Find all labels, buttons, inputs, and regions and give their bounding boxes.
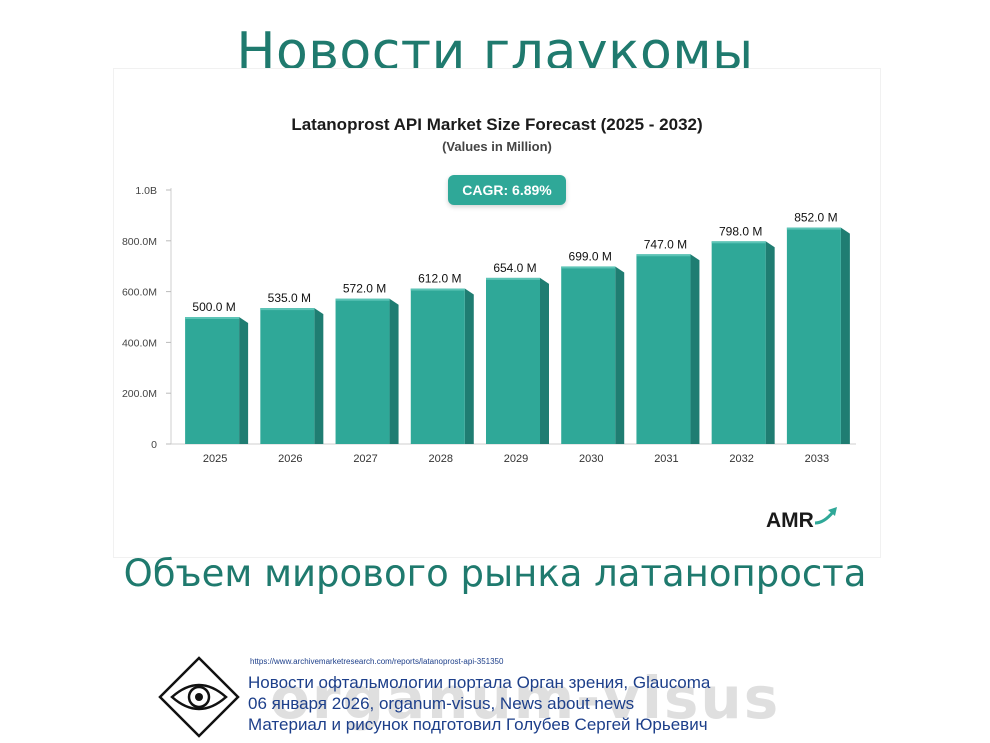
chart-subtitle: (Values in Million): [442, 139, 552, 154]
bar-value-label: 500.0 M: [192, 300, 235, 314]
bar-value-label: 747.0 M: [644, 237, 687, 251]
x-tick-label: 2026: [278, 453, 302, 465]
bar-side: [540, 277, 549, 444]
x-tick-label: 2025: [203, 453, 227, 465]
y-tick-label: 0: [151, 439, 157, 451]
x-tick-label: 2031: [654, 453, 678, 465]
bar: [410, 288, 465, 444]
bar-side: [765, 241, 775, 444]
bar-side: [615, 266, 625, 444]
bar-highlight: [786, 227, 841, 230]
bar-side: [690, 254, 700, 444]
bar-value-label: 535.0 M: [268, 291, 311, 305]
bar-chart: 0 200.0M 400.0M 600.0M 800.0M 1.0B 500.0 M 2025…: [122, 185, 856, 465]
amr-arrow-icon: [814, 507, 837, 525]
bar: [711, 241, 766, 444]
footer-line-1: Новости офтальмологии портала Орган зрен…: [248, 673, 711, 692]
bar-value-label: 699.0 M: [569, 249, 612, 263]
x-tick-label: 2032: [729, 453, 753, 465]
amr-logo: AMR: [766, 509, 814, 532]
bar: [260, 308, 315, 444]
bar-side: [840, 227, 850, 444]
x-tick-label: 2028: [429, 453, 453, 465]
bar-value-label: 612.0 M: [418, 272, 461, 286]
x-tick-label: 2030: [579, 453, 603, 465]
eye-logo-icon: [158, 656, 240, 738]
y-tick-label: 800.0M: [122, 236, 157, 248]
y-tick-label: 1.0B: [135, 185, 157, 197]
slide-subtitle: Объем мирового рынка латанопроста: [123, 552, 867, 595]
y-tick-label: 600.0M: [122, 287, 157, 299]
source-url[interactable]: https://www.archivemarketresearch.com/re…: [250, 657, 504, 666]
bar-value-label: 572.0 M: [343, 282, 386, 296]
chart-title: Latanoprost API Market Size Forecast (20…: [291, 115, 703, 134]
bar-highlight: [260, 308, 315, 311]
x-tick-label: 2033: [805, 453, 829, 465]
chart-card: Latanoprost API Market Size Forecast (20…: [113, 68, 881, 558]
bar-value-label: 798.0 M: [719, 224, 762, 238]
y-tick-label: 400.0M: [122, 337, 157, 349]
bar: [486, 277, 540, 444]
bar: [335, 298, 390, 444]
bar-value-label: 654.0 M: [493, 261, 536, 275]
bar: [636, 254, 691, 444]
bar-side: [389, 298, 399, 444]
bar-highlight: [185, 317, 240, 319]
bar-highlight: [486, 277, 540, 280]
bar-highlight: [636, 254, 691, 257]
bar-highlight: [711, 241, 766, 244]
bar-highlight: [410, 288, 465, 291]
watermark: organum-visus: [270, 664, 781, 732]
bar-highlight: [561, 266, 616, 269]
footer-line-2: 06 января 2026, organum-visus, News abou…: [248, 694, 635, 713]
x-tick-label: 2027: [353, 453, 377, 465]
cagr-badge: CAGR: 6.89%: [448, 175, 566, 205]
footer-line-3: Материал и рисунок подготовил Голубев Се…: [248, 715, 708, 734]
bar: [786, 227, 841, 444]
bar: [561, 266, 616, 444]
bar-value-label: 852.0 M: [794, 211, 837, 225]
y-tick-label: 200.0M: [122, 388, 157, 400]
bar-highlight: [335, 298, 390, 301]
bar-side: [239, 317, 249, 444]
bar-side: [464, 288, 474, 444]
bar: [185, 317, 240, 444]
bar-side: [314, 308, 324, 444]
x-tick-label: 2029: [504, 453, 528, 465]
